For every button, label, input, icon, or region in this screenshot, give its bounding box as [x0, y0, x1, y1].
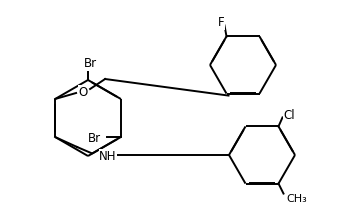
- Text: O: O: [78, 86, 88, 99]
- Text: Br: Br: [83, 57, 97, 70]
- Text: Cl: Cl: [284, 109, 295, 122]
- Text: NH: NH: [99, 150, 117, 163]
- Text: F: F: [218, 16, 225, 29]
- Text: CH₃: CH₃: [287, 194, 307, 204]
- Text: Br: Br: [88, 132, 101, 145]
